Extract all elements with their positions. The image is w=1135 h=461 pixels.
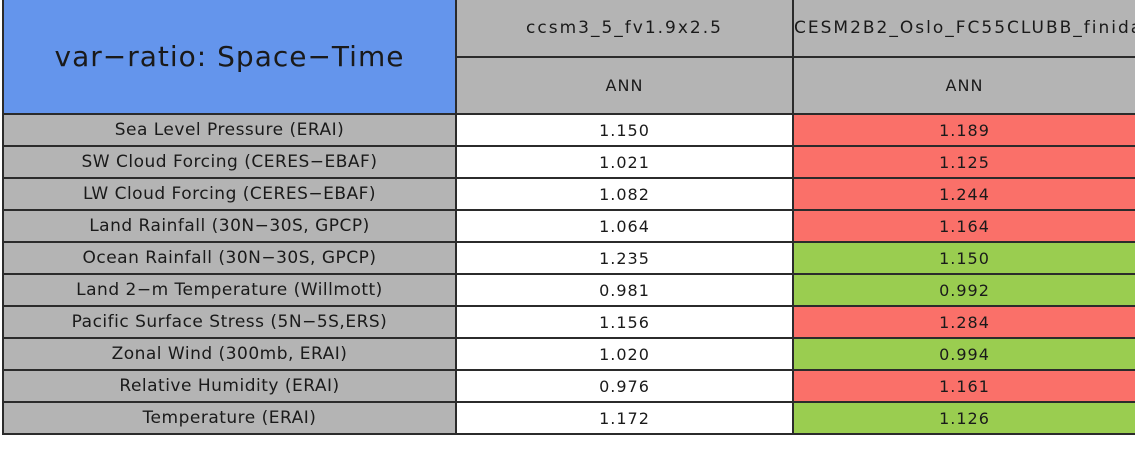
value-cell: 1.150: [792, 241, 1135, 275]
row-label: Sea Level Pressure (ERAI): [2, 113, 457, 147]
model-header-1: ccsm3_5_fv1.9x2.5: [455, 0, 794, 58]
table-row: Temperature (ERAI) 1.172 1.126: [2, 401, 1135, 435]
row-label: Ocean Rainfall (30N−30S, GPCP): [2, 241, 457, 275]
value-cell: 1.164: [792, 209, 1135, 243]
value-cell: 1.244: [792, 177, 1135, 211]
row-label: LW Cloud Forcing (CERES−EBAF): [2, 177, 457, 211]
season-header-1: ANN: [455, 56, 794, 115]
value-cell: 1.150: [455, 113, 794, 147]
table-row: Sea Level Pressure (ERAI) 1.150 1.189: [2, 113, 1135, 147]
value-cell: 0.992: [792, 273, 1135, 307]
table-row: Land Rainfall (30N−30S, GPCP) 1.064 1.164: [2, 209, 1135, 243]
value-cell: 1.082: [455, 177, 794, 211]
value-cell: 1.021: [455, 145, 794, 179]
model-header-2: CESM2B2_Oslo_FC55CLUBB_finida: [792, 0, 1135, 58]
value-cell: 1.235: [455, 241, 794, 275]
table-body: Sea Level Pressure (ERAI) 1.150 1.189 SW Cl…: [2, 113, 1135, 435]
value-cell: 1.020: [455, 337, 794, 371]
season-header-2: ANN: [792, 56, 1135, 115]
var-ratio-table: var−ratio: Space−Time ccsm3_5_fv1.9x2.5 …: [2, 0, 1135, 435]
row-label: Temperature (ERAI): [2, 401, 457, 435]
value-cell: 1.189: [792, 113, 1135, 147]
row-label: Zonal Wind (300mb, ERAI): [2, 337, 457, 371]
row-label: Pacific Surface Stress (5N−5S,ERS): [2, 305, 457, 339]
value-cell: 0.981: [455, 273, 794, 307]
model-header-1-label: ccsm3_5_fv1.9x2.5: [526, 18, 723, 38]
row-label: Land Rainfall (30N−30S, GPCP): [2, 209, 457, 243]
var-ratio-table-wrap: var−ratio: Space−Time ccsm3_5_fv1.9x2.5 …: [2, 0, 1135, 435]
value-cell: 1.064: [455, 209, 794, 243]
row-label: Relative Humidity (ERAI): [2, 369, 457, 403]
row-label: SW Cloud Forcing (CERES−EBAF): [2, 145, 457, 179]
table-row: SW Cloud Forcing (CERES−EBAF) 1.021 1.125: [2, 145, 1135, 179]
value-cell: 1.172: [455, 401, 794, 435]
model-header-2-label: CESM2B2_Oslo_FC55CLUBB_finida: [794, 18, 1135, 38]
value-cell: 1.156: [455, 305, 794, 339]
value-cell: 0.994: [792, 337, 1135, 371]
value-cell: 1.126: [792, 401, 1135, 435]
table-row: Relative Humidity (ERAI) 0.976 1.161: [2, 369, 1135, 403]
value-cell: 1.125: [792, 145, 1135, 179]
value-cell: 0.976: [455, 369, 794, 403]
table-row: Zonal Wind (300mb, ERAI) 1.020 0.994: [2, 337, 1135, 371]
table-row: Pacific Surface Stress (5N−5S,ERS) 1.156 1…: [2, 305, 1135, 339]
value-cell: 1.284: [792, 305, 1135, 339]
table-row: LW Cloud Forcing (CERES−EBAF) 1.082 1.244: [2, 177, 1135, 211]
table-row: Land 2−m Temperature (Willmott) 0.981 0.99…: [2, 273, 1135, 307]
header-row-models: var−ratio: Space−Time ccsm3_5_fv1.9x2.5 …: [2, 0, 1135, 115]
table-title: var−ratio: Space−Time: [2, 0, 457, 115]
row-label: Land 2−m Temperature (Willmott): [2, 273, 457, 307]
value-cell: 1.161: [792, 369, 1135, 403]
table-row: Ocean Rainfall (30N−30S, GPCP) 1.235 1.150: [2, 241, 1135, 275]
